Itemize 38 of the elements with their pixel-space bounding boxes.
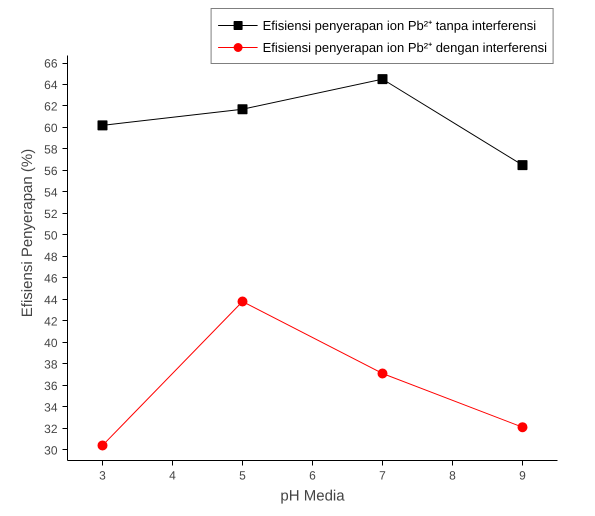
y-tick-label: 52 — [44, 206, 58, 221]
x-axis-title: pH Media — [280, 488, 346, 504]
y-tick-label: 36 — [44, 378, 58, 393]
y-tick-label: 56 — [44, 164, 58, 178]
x-tick-label: 3 — [99, 468, 106, 482]
y-tick-label: 66 — [44, 56, 58, 71]
y-tick-label: 54 — [44, 185, 58, 200]
y-tick-label: 46 — [44, 271, 58, 286]
y-tick-label: 64 — [44, 78, 58, 92]
y-tick-label: 38 — [44, 357, 58, 372]
y-axis-title: Efisiensi Penyerapan (%) — [19, 148, 36, 318]
legend-label: Efisiensi penyerapan ion Pb²⁺ tanpa interferensi — [262, 17, 536, 34]
point — [98, 440, 108, 450]
legend-label: Efisiensi penyerapan ion Pb²⁺ dengan interferensi — [262, 39, 547, 56]
y-tick-label: 44 — [44, 292, 58, 307]
x-tick-label: 7 — [379, 468, 386, 482]
y-tick-label: 42 — [44, 314, 58, 328]
y-tick-label: 62 — [44, 99, 58, 114]
y-tick-label: 40 — [44, 336, 58, 350]
point — [238, 104, 248, 114]
y-tick-label: 32 — [44, 422, 58, 436]
x-tick-label: 4 — [169, 468, 176, 482]
y-tick-label: 34 — [44, 400, 58, 414]
x-tick-label: 5 — [239, 468, 246, 482]
x-tick-label: 6 — [309, 468, 316, 482]
point — [378, 74, 388, 84]
point — [378, 368, 388, 378]
y-tick-label: 30 — [44, 443, 58, 458]
x-tick-label: 9 — [519, 468, 526, 482]
y-tick-label: 60 — [44, 120, 58, 135]
y-tick-label: 58 — [44, 142, 58, 156]
y-tick-label: 50 — [44, 228, 58, 242]
point — [518, 160, 528, 170]
x-tick-label: 8 — [449, 468, 456, 482]
point — [238, 296, 248, 306]
y-tick-label: 48 — [44, 250, 58, 264]
point — [98, 120, 108, 130]
point — [518, 422, 528, 432]
